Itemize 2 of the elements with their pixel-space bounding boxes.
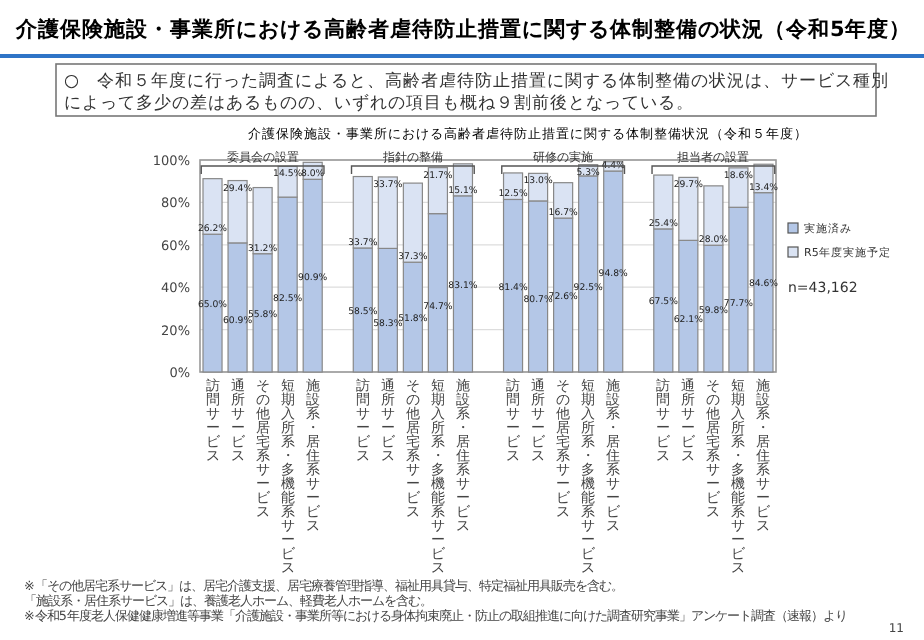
chart-subtitle: ○ 令和５年度に行った調査によると、高齢者虐待防止措置に関する体制整備の状況は、サービス種別によって多少の差はあるものの、いずれの項目も概ね９割前後となっている。 bbox=[64, 70, 889, 114]
chart-title: 介護保険施設・事業所における高齢者虐待防止措置に関する体制整備の状況（令和5年度） bbox=[14, 16, 911, 42]
